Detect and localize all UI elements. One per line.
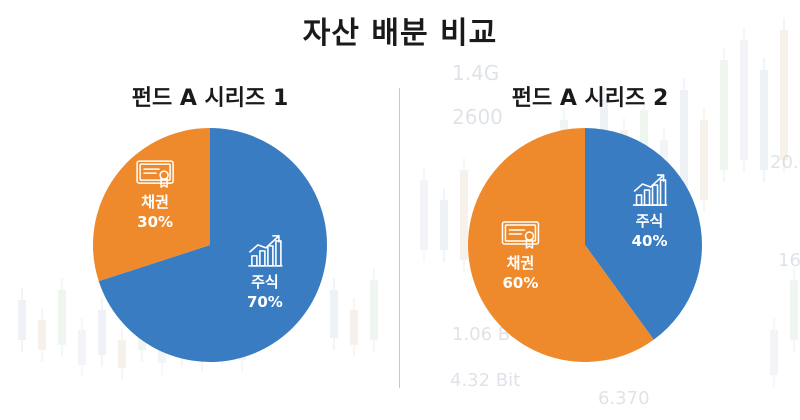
pie-slice-2-2 bbox=[467, 128, 654, 362]
slice-value-2-1: 40% bbox=[632, 232, 668, 250]
pie-slice-1-2 bbox=[92, 128, 210, 282]
chart-divider bbox=[399, 88, 400, 388]
chart-title-series-1: 펀드 A 시리즈 1 bbox=[131, 86, 289, 111]
background-number-4: 6.370 bbox=[598, 388, 650, 409]
slice-value-1-2: 30% bbox=[137, 213, 173, 231]
slice-label-1-2: 채권 bbox=[141, 193, 169, 211]
slice-label-1-1: 주식 bbox=[251, 273, 279, 291]
bar-chart-up-arrow-icon bbox=[248, 235, 283, 267]
pie-slice-2-1 bbox=[585, 128, 702, 340]
chart-title-series-2: 펀드 A 시리즈 2 bbox=[511, 86, 669, 111]
page-title: 자산 배분 비교 bbox=[302, 16, 498, 51]
background-number-2: 1.06 B bbox=[452, 324, 510, 345]
certificate-icon bbox=[136, 160, 174, 188]
pie-slice-1-1 bbox=[98, 128, 328, 362]
slice-value-1-1: 70% bbox=[247, 293, 283, 311]
background-number-1: 2600 bbox=[452, 105, 503, 129]
slice-label-2-1: 주식 bbox=[636, 212, 664, 230]
bar-chart-up-arrow-icon bbox=[632, 174, 668, 206]
background-number-0: 1.4G bbox=[452, 61, 499, 85]
background-number-3: 4.32 Bit bbox=[450, 370, 520, 391]
certificate-icon bbox=[501, 221, 540, 249]
slice-label-2-2: 채권 bbox=[507, 254, 535, 272]
slice-value-2-2: 60% bbox=[503, 274, 539, 292]
background-number-5: 20.0 bbox=[770, 152, 800, 173]
background-number-6: 16 bbox=[778, 250, 800, 271]
